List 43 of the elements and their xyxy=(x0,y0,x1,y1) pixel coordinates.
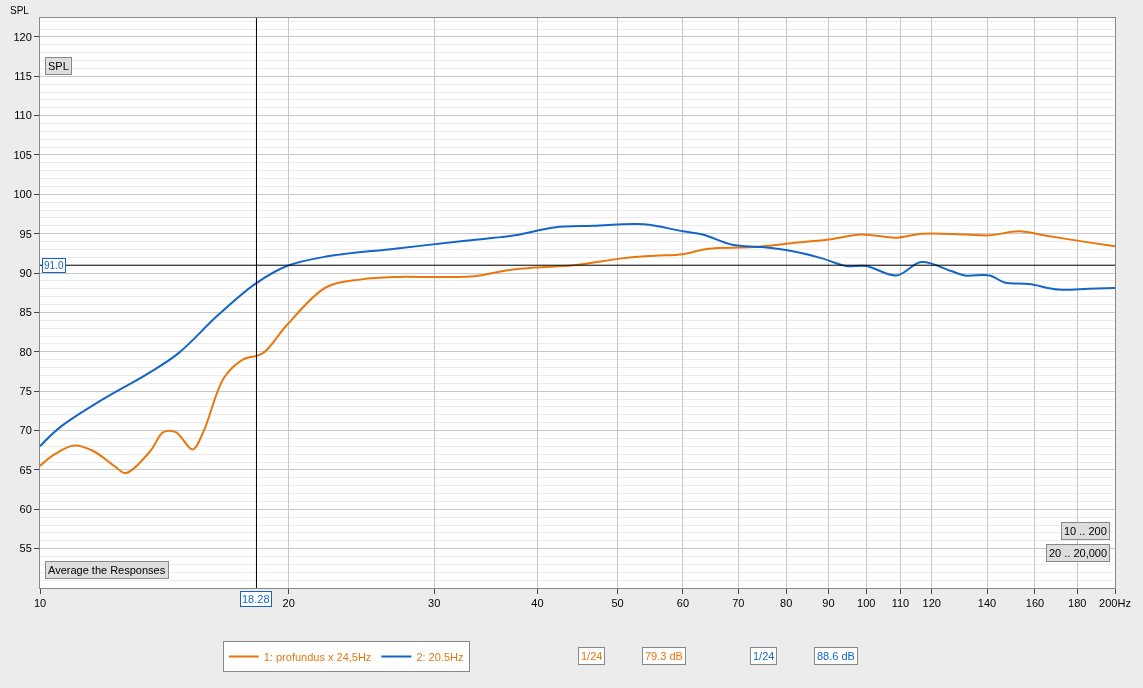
ref-line-label: 18.28 xyxy=(242,593,270,605)
y-tick-label: 70 xyxy=(19,424,32,437)
y-tick-label: 115 xyxy=(14,70,32,83)
x-tick-label: 140 xyxy=(977,597,997,610)
x-tick-label: 120 xyxy=(922,597,941,610)
text: 1/24 xyxy=(753,650,775,662)
y-tick-label: 110 xyxy=(14,109,32,122)
legend-label: 1: profundus x 24,5Hz xyxy=(263,650,372,663)
annotation: Average the Responses xyxy=(48,564,166,576)
x-tick-label: 80 xyxy=(780,597,793,610)
y-tick-label: 65 xyxy=(19,463,32,476)
text: 1/24 xyxy=(581,650,603,662)
legend-label: 2: 20.5Hz xyxy=(416,650,464,663)
x-tick-label: 30 xyxy=(428,597,441,610)
x-tick-label: 20 xyxy=(282,597,295,610)
y-tick-label: 100 xyxy=(13,188,32,201)
x-tick-label: 180 xyxy=(1068,597,1087,610)
y-tick-label: 80 xyxy=(19,345,32,358)
x-tick-label: 40 xyxy=(531,597,544,610)
x-tick-label: 160 xyxy=(1025,597,1045,610)
x-tick-label: 200Hz xyxy=(1099,597,1131,610)
y-axis-title: SPL xyxy=(10,5,30,16)
text: 79.3 dB xyxy=(645,650,683,662)
text: 88.6 dB xyxy=(817,650,855,662)
y-tick-label: 120 xyxy=(13,30,32,43)
y-tick-label: 60 xyxy=(19,503,32,516)
y-tick-label: 55 xyxy=(19,542,32,555)
x-tick-label: 100 xyxy=(857,597,876,610)
annotation: 10 .. 200 xyxy=(1064,525,1107,537)
x-tick-label: 90 xyxy=(822,597,835,610)
y-tick-label: 95 xyxy=(19,227,32,240)
x-tick-label: 50 xyxy=(611,597,624,610)
annotation: SPL xyxy=(48,60,69,72)
ref-line-label: 91.0 xyxy=(44,260,64,271)
y-tick-label: 90 xyxy=(19,266,32,279)
y-tick-label: 75 xyxy=(19,385,32,398)
x-tick-label: 70 xyxy=(732,597,745,610)
y-tick-label: 85 xyxy=(19,306,32,319)
x-tick-label: 60 xyxy=(676,597,690,610)
x-tick-label: 110 xyxy=(891,597,910,610)
y-tick-label: 105 xyxy=(13,148,32,161)
x-tick-label: 10 xyxy=(33,597,47,610)
annotation: 20 .. 20,000 xyxy=(1049,547,1108,559)
